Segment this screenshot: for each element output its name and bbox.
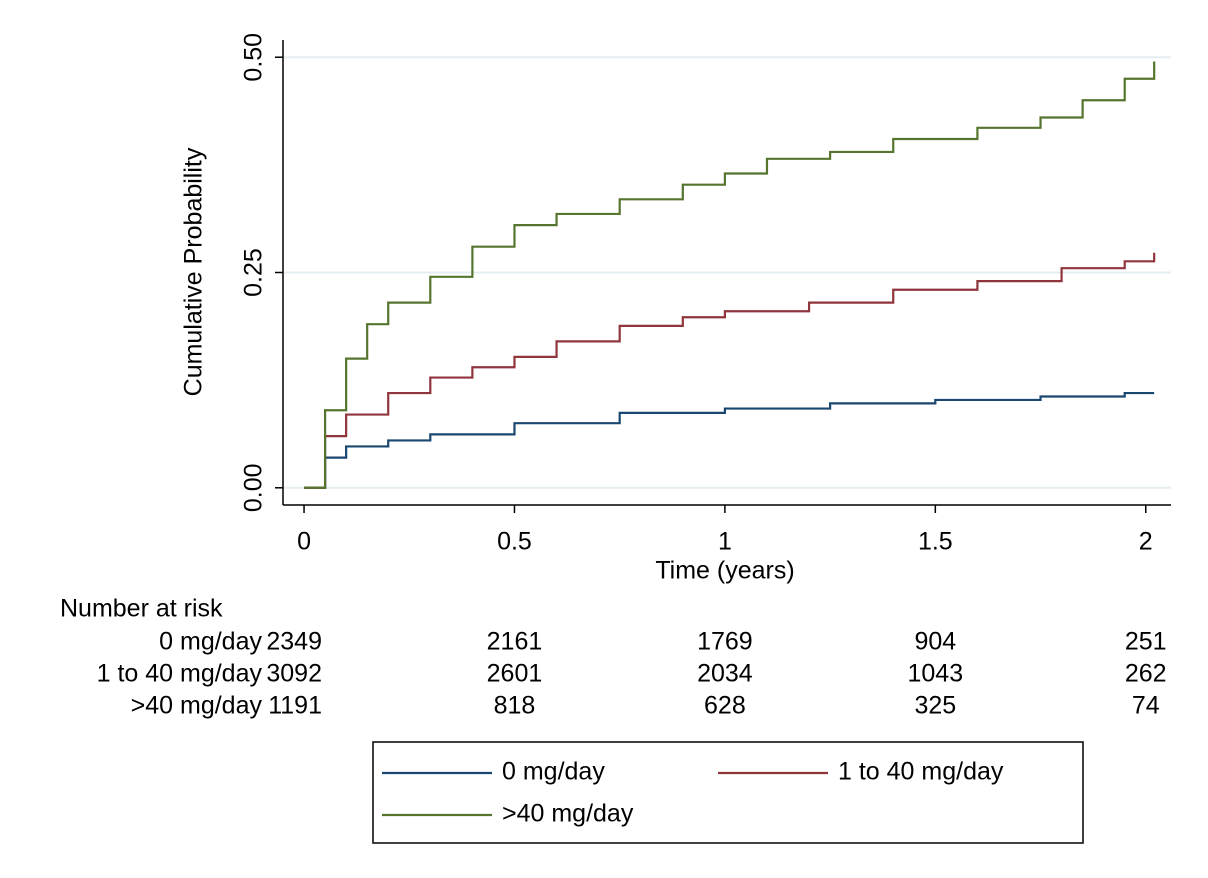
x-tick-label: 2 xyxy=(1139,528,1153,556)
risk-table-title: Number at risk xyxy=(60,595,223,623)
risk-value: 325 xyxy=(914,692,956,720)
risk-value: 2349 xyxy=(266,628,322,656)
risk-value: 74 xyxy=(1132,692,1160,720)
risk-row-label: >40 mg/day xyxy=(131,692,263,720)
risk-value: 262 xyxy=(1125,660,1167,688)
legend-box xyxy=(372,741,1084,844)
x-tick-label: 0.5 xyxy=(497,528,532,556)
legend-label: >40 mg/day xyxy=(502,800,634,828)
x-tick-label: 1 xyxy=(718,528,732,556)
series-line xyxy=(304,61,1156,489)
risk-value: 1043 xyxy=(908,660,964,688)
series-line xyxy=(304,391,1155,489)
y-tick-label: 0.00 xyxy=(240,463,268,512)
legend-label: 0 mg/day xyxy=(502,758,605,786)
risk-value: 251 xyxy=(1125,628,1167,656)
risk-value: 3092 xyxy=(266,660,322,688)
y-axis-label: Cumulative Probability xyxy=(180,147,208,396)
risk-value: 904 xyxy=(914,628,956,656)
risk-value: 818 xyxy=(494,692,536,720)
x-tick-label: 1.5 xyxy=(918,528,953,556)
risk-value: 628 xyxy=(704,692,746,720)
risk-value: 2161 xyxy=(487,628,543,656)
y-tick-label: 0.25 xyxy=(240,248,268,297)
risk-row-label: 0 mg/day xyxy=(159,628,262,656)
legend-label: 1 to 40 mg/day xyxy=(838,758,1004,786)
x-axis-label: Time (years) xyxy=(655,557,794,585)
series-line xyxy=(304,252,1156,489)
risk-row-label: 1 to 40 mg/day xyxy=(97,660,263,688)
risk-value: 2034 xyxy=(697,660,753,688)
y-tick-label: 0.50 xyxy=(240,33,268,82)
risk-value: 1769 xyxy=(697,628,753,656)
risk-value: 1191 xyxy=(268,692,322,720)
x-tick-label: 0 xyxy=(297,528,311,556)
risk-value: 2601 xyxy=(487,660,543,688)
